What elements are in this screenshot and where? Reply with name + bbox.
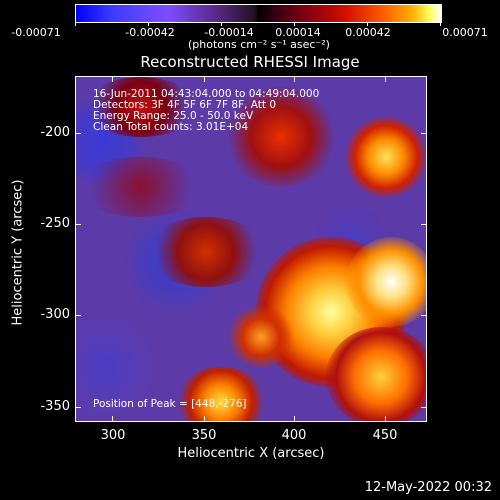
colorbar-tick-label: -0.00071 — [11, 26, 61, 39]
x-axis-tick-label: 400 — [281, 428, 307, 443]
colorbar-tick-label: 0.00071 — [442, 26, 488, 39]
colorbar-unit: (photons cm⁻² s⁻¹ asec⁻²) — [188, 38, 330, 51]
heatmap-region-warm — [86, 77, 196, 137]
x-axis-title: Heliocentric X (arcsec) — [177, 446, 325, 461]
y-axis-tick-label: -250 — [40, 216, 70, 231]
heatmap-hotspot — [346, 117, 426, 197]
colorbar-tick-label: -0.00042 — [125, 26, 175, 39]
colorbar — [75, 4, 442, 23]
heatmap-hotspot — [226, 307, 296, 367]
x-axis-tick — [294, 416, 295, 422]
colorbar-tick — [221, 22, 222, 26]
y-axis-tick — [75, 407, 81, 408]
colorbar-tick — [75, 22, 76, 26]
chart-title: Reconstructed RHESSI Image — [140, 53, 360, 71]
y-axis-tick — [421, 133, 427, 134]
heatmap-hotspot — [176, 367, 266, 421]
x-axis-tick — [385, 76, 386, 82]
annotation-clean: Clean Total counts: 3.01E+04 — [93, 121, 249, 133]
y-axis-tick — [75, 133, 81, 134]
x-axis-tick — [112, 76, 113, 82]
heatmap-hotspot — [326, 327, 426, 421]
x-axis-tick — [385, 416, 386, 422]
heatmap-region-warm — [226, 87, 336, 187]
heatmap-hotspot — [346, 237, 426, 327]
y-axis-tick — [421, 407, 427, 408]
colorbar-tick-label: 0.00042 — [345, 26, 391, 39]
colorbar-tick — [294, 22, 295, 26]
colorbar-tick — [367, 22, 368, 26]
x-axis-tick-label: 300 — [100, 428, 126, 443]
y-axis-tick — [75, 224, 81, 225]
y-axis-tick-label: -350 — [40, 399, 70, 414]
y-axis-tick-label: -300 — [40, 307, 70, 322]
y-axis-title: Heliocentric Y (arcsec) — [10, 179, 26, 326]
annotation-detectors: Detectors: 3F 4F 5F 6F 7F 8F, Att 0 — [93, 99, 277, 111]
annotation-energy: Energy Range: 25.0 - 50.0 keV — [93, 110, 254, 122]
x-axis-tick — [204, 76, 205, 82]
x-axis-tick — [204, 416, 205, 422]
y-axis-tick — [75, 315, 81, 316]
colorbar-tick — [440, 22, 441, 26]
y-axis-tick-label: -200 — [40, 125, 70, 140]
y-axis-tick — [421, 224, 427, 225]
annotation-time: 16-Jun-2011 04:43:04.000 to 04:49:04.000 — [93, 88, 320, 100]
x-axis-tick — [294, 76, 295, 82]
colorbar-tick — [148, 22, 149, 26]
x-axis-tick-label: 450 — [372, 428, 398, 443]
footer-date: 12-May-2022 00:32 — [364, 480, 492, 495]
x-axis-tick — [112, 416, 113, 422]
colorbar-tick-label: -0.00014 — [204, 26, 254, 39]
heatmap-region-warm — [146, 217, 266, 287]
heatmap-image: 16-Jun-2011 04:43:04.000 to 04:49:04.000… — [75, 76, 427, 422]
colorbar-tick-label: 0.00014 — [275, 26, 321, 39]
heatmap-region-warm — [76, 157, 206, 217]
y-axis-tick — [421, 315, 427, 316]
annotation-peak: Position of Peak = [448,-276] — [93, 398, 247, 410]
x-axis-tick-label: 350 — [191, 428, 217, 443]
